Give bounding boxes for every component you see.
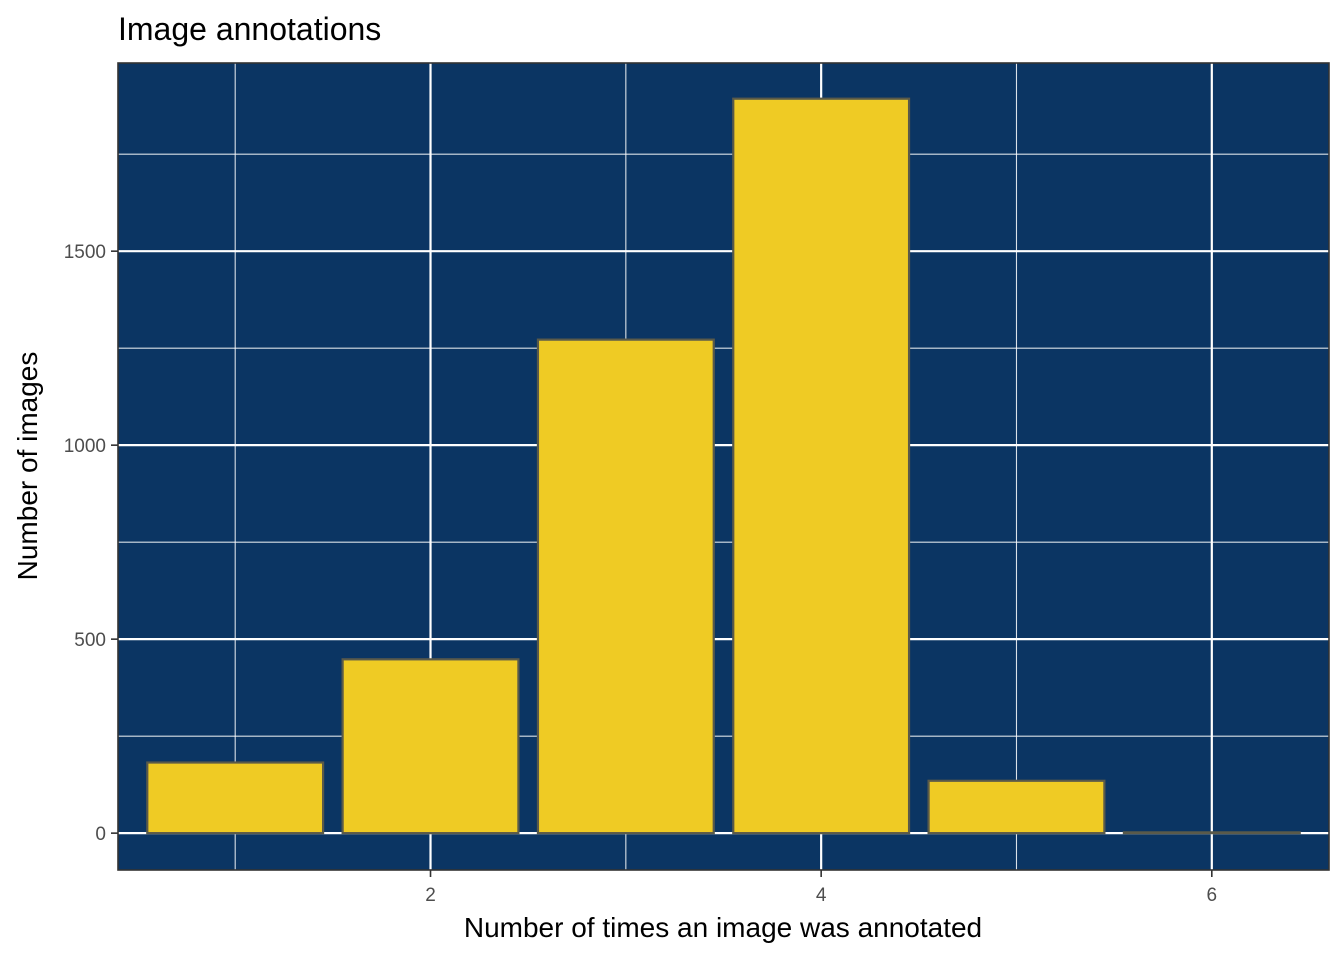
bar-1 bbox=[146, 761, 325, 835]
y-axis-title: Number of images bbox=[12, 352, 43, 581]
y-axis: 0 500 1000 1500 bbox=[64, 242, 118, 845]
plot-panel-border bbox=[117, 62, 1330, 871]
minor-gridlines bbox=[118, 63, 1329, 870]
x-tick-label: 2 bbox=[425, 885, 436, 906]
y-tick-label: 1500 bbox=[64, 242, 106, 263]
chart-title: Image annotations bbox=[118, 11, 381, 47]
x-tick-label: 6 bbox=[1207, 885, 1218, 906]
x-axis: 2 4 6 bbox=[425, 870, 1217, 906]
x-axis-title: Number of times an image was annotated bbox=[464, 912, 982, 943]
bar-2 bbox=[341, 658, 520, 835]
plot-panel bbox=[118, 63, 1329, 870]
bar-4 bbox=[732, 97, 911, 835]
bar-6 bbox=[1122, 831, 1301, 835]
y-tick-label: 1000 bbox=[64, 436, 106, 457]
x-tick-label: 4 bbox=[816, 885, 827, 906]
y-tick-label: 500 bbox=[74, 630, 106, 651]
bar-5 bbox=[927, 779, 1106, 835]
bars bbox=[146, 97, 1301, 835]
bar-3 bbox=[536, 338, 715, 835]
y-tick-label: 0 bbox=[95, 824, 106, 845]
